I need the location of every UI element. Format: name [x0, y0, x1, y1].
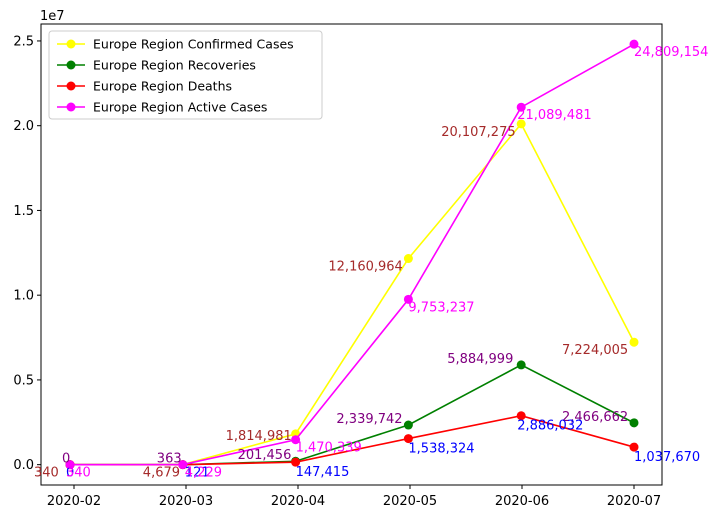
x-tick-label: 2020-07 [607, 494, 661, 509]
data-label: 2,886,032 [517, 419, 583, 434]
x-tick-label: 2020-03 [159, 494, 213, 509]
data-label: 24,809,154 [634, 45, 708, 60]
data-label: 12,160,964 [328, 260, 402, 275]
data-label: 201,456 [238, 448, 292, 463]
y-tick-label: 0.5 [13, 373, 34, 388]
data-label: 5,884,999 [447, 352, 513, 367]
legend-entry: Europe Region Recoveries [93, 58, 256, 73]
data-label: 7,224,005 [562, 343, 628, 358]
data-label: 2,339,742 [336, 412, 402, 427]
axes: 0.0 0.5 1.0 1.5 2.0 2.5 2020-02 2020-03 2020-04 2… [13, 23, 663, 509]
data-label: 4,229 [185, 466, 222, 481]
x-tick-label: 2020-02 [47, 494, 101, 509]
legend: Europe Region Confirmed Cases Europe Regi… [48, 30, 323, 120]
legend-swatch-marker [66, 102, 76, 112]
legend-swatch-marker [66, 39, 76, 49]
data-label: 1,814,981 [226, 429, 292, 444]
axes-frame [40, 23, 663, 486]
legend-box [48, 30, 323, 120]
data-point [403, 434, 413, 444]
y-tick-label: 2.0 [13, 119, 34, 134]
data-label: 1,538,324 [408, 442, 474, 457]
data-label: 340 [66, 466, 91, 481]
data-label: 9,753,237 [408, 300, 474, 315]
data-label: 1,037,670 [634, 450, 700, 465]
data-label: 21,089,481 [517, 108, 591, 123]
data-point [291, 457, 301, 467]
data-point [403, 294, 413, 304]
data-point [516, 411, 526, 421]
x-tick-label: 2020-04 [271, 494, 325, 509]
data-point [516, 360, 526, 370]
y-tick-label: 2.5 [13, 34, 34, 49]
y-axis-offset-text: 1e7 [40, 9, 65, 24]
data-label: 121 [185, 466, 210, 481]
data-point [629, 337, 639, 347]
x-tick-label: 2020-06 [495, 494, 549, 509]
data-point [178, 460, 188, 470]
legend-swatch-marker [66, 81, 76, 91]
plot-area [65, 39, 639, 470]
y-tick-label: 1.0 [13, 289, 34, 304]
data-label: 4,679 [143, 466, 180, 481]
data-label: 2,466,662 [562, 410, 628, 425]
legend-entry: Europe Region Deaths [93, 79, 232, 94]
data-point [403, 420, 413, 430]
data-point [629, 442, 639, 452]
series-line-3 [69, 43, 635, 466]
data-label: 147,415 [296, 465, 350, 480]
data-labels: 340 4,679 1,814,981 12,160,964 20,107,275 7,2… [34, 45, 708, 480]
data-point [65, 460, 75, 470]
legend-swatch-marker [66, 60, 76, 70]
data-label: 0 [62, 452, 70, 467]
data-point [516, 102, 526, 112]
data-label: 1,470,339 [296, 441, 362, 456]
data-label: 340 [34, 466, 59, 481]
data-point [629, 418, 639, 428]
data-label: 20,107,275 [441, 125, 515, 140]
legend-entry: Europe Region Confirmed Cases [93, 37, 294, 52]
data-point [403, 254, 413, 264]
data-label: 0 [66, 466, 74, 481]
data-point [291, 435, 301, 445]
data-point [516, 119, 526, 129]
y-tick-label: 0.0 [13, 458, 34, 473]
data-label: 363 [157, 452, 182, 467]
data-point [629, 39, 639, 49]
x-tick-label: 2020-05 [383, 494, 437, 509]
y-tick-label: 1.5 [13, 204, 34, 219]
legend-entry: Europe Region Active Cases [93, 100, 267, 115]
